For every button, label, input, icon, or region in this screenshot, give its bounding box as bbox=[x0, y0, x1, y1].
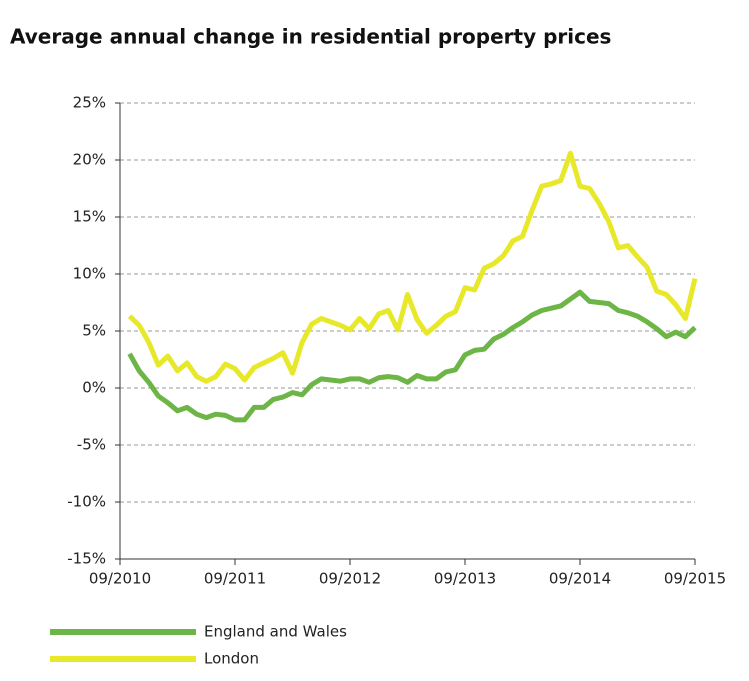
y-tick-label: 15% bbox=[73, 208, 106, 226]
x-tick-label: 09/2010 bbox=[89, 570, 151, 588]
data-line bbox=[127, 150, 698, 384]
x-tick-label: 09/2012 bbox=[319, 570, 381, 588]
y-tick-label: -15% bbox=[67, 550, 106, 568]
legend-label: London bbox=[204, 650, 259, 668]
y-tick-label: 0% bbox=[82, 379, 106, 397]
y-tick-label: 20% bbox=[73, 151, 106, 169]
chart-title: Average annual change in residential pro… bbox=[10, 25, 611, 49]
x-tick-label: 09/2015 bbox=[664, 570, 726, 588]
x-tick-label: 09/2013 bbox=[434, 570, 496, 588]
x-tick-label: 09/2011 bbox=[204, 570, 266, 588]
data-line bbox=[127, 289, 697, 423]
y-tick-label: -5% bbox=[77, 436, 106, 454]
y-tick-label: 5% bbox=[82, 322, 106, 340]
y-tick-label: -10% bbox=[67, 493, 106, 511]
x-tick-label: 09/2014 bbox=[549, 570, 611, 588]
y-tick-label: 25% bbox=[73, 94, 106, 112]
legend-label: England and Wales bbox=[204, 623, 347, 641]
y-tick-label: 10% bbox=[73, 265, 106, 283]
